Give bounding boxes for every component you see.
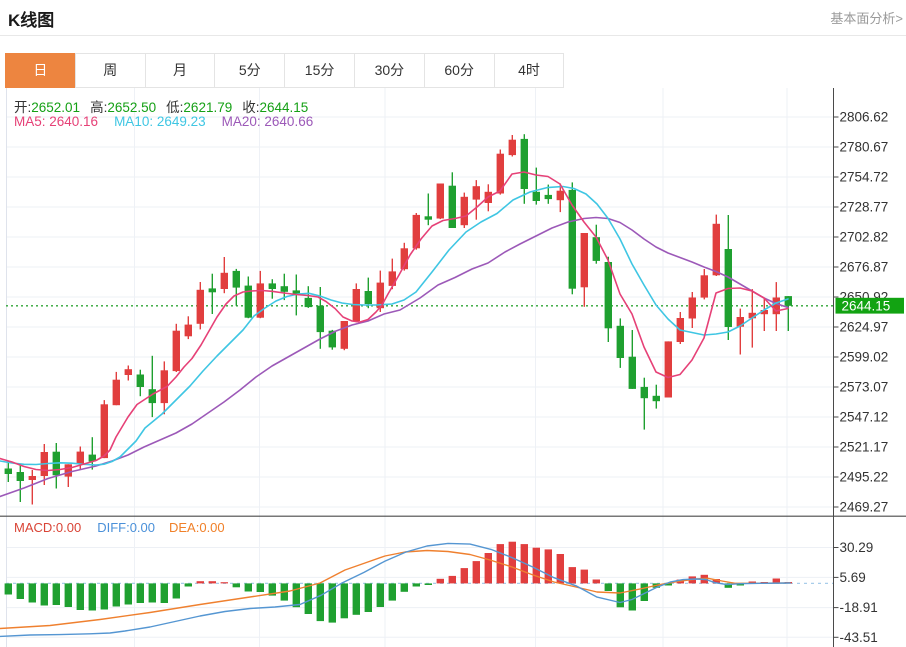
svg-text:-43.51: -43.51 bbox=[840, 630, 878, 645]
svg-text:2573.07: 2573.07 bbox=[840, 380, 889, 395]
svg-text:5.69: 5.69 bbox=[840, 570, 866, 585]
svg-text:2547.12: 2547.12 bbox=[840, 410, 889, 425]
svg-text:2754.72: 2754.72 bbox=[840, 170, 889, 185]
svg-text:2495.22: 2495.22 bbox=[840, 470, 889, 485]
svg-text:30.29: 30.29 bbox=[840, 540, 874, 555]
svg-text:2644.15: 2644.15 bbox=[842, 298, 891, 313]
svg-text:-18.91: -18.91 bbox=[840, 600, 878, 615]
svg-text:2624.97: 2624.97 bbox=[840, 320, 889, 335]
svg-text:2521.17: 2521.17 bbox=[840, 440, 889, 455]
svg-text:2599.02: 2599.02 bbox=[840, 350, 889, 365]
svg-text:2780.67: 2780.67 bbox=[840, 140, 889, 155]
svg-text:2702.82: 2702.82 bbox=[840, 230, 889, 245]
svg-text:2806.62: 2806.62 bbox=[840, 110, 889, 125]
svg-text:2728.77: 2728.77 bbox=[840, 200, 889, 215]
svg-text:2469.27: 2469.27 bbox=[840, 500, 889, 515]
svg-text:2676.87: 2676.87 bbox=[840, 260, 889, 275]
